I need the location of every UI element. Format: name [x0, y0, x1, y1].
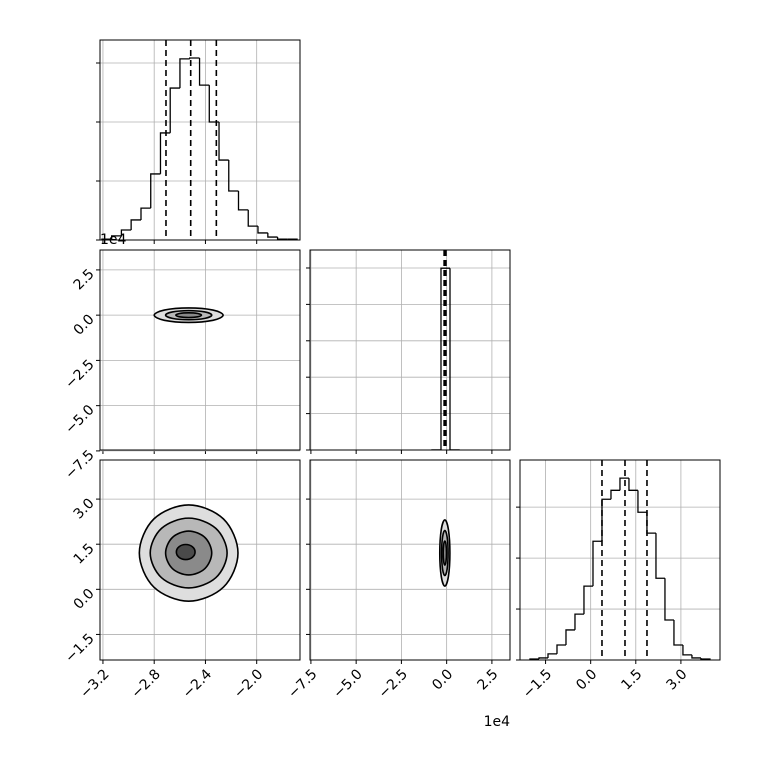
histogram-bin [592, 540, 602, 587]
histogram-bin [637, 490, 647, 513]
histogram-bin [150, 173, 161, 209]
histogram-bin [700, 657, 711, 660]
panel [96, 39, 301, 244]
plot-area [138, 504, 239, 602]
contour [175, 543, 196, 561]
plot-area [529, 460, 711, 660]
contour [442, 540, 448, 566]
histogram-bin [628, 478, 638, 491]
histogram-bin [111, 235, 122, 240]
panel [306, 249, 511, 454]
histogram-bin [538, 657, 548, 659]
plot-area [101, 40, 298, 240]
histogram-bin [159, 132, 171, 174]
histogram-bin [218, 122, 229, 161]
histogram-bin [565, 629, 575, 645]
histogram-bin [682, 644, 692, 656]
histogram-bin [691, 654, 701, 659]
histogram-bin [619, 477, 629, 491]
histogram-bin [276, 237, 288, 240]
contour [175, 312, 203, 319]
axes-frame [519, 459, 721, 661]
axes-frame [99, 249, 301, 451]
histogram-bin [655, 533, 665, 579]
histogram-bin [247, 209, 258, 227]
axes-frame [309, 459, 511, 661]
axes-frame [99, 39, 301, 241]
axes-frame [309, 249, 511, 451]
plot-area [153, 307, 224, 324]
x-offset-label: 1e4 [484, 714, 511, 730]
histogram-bin [257, 226, 268, 234]
histogram-bin [583, 585, 593, 615]
histogram-bin [610, 489, 620, 500]
histogram-bin [237, 191, 249, 211]
histogram-bin [198, 57, 210, 86]
plot-area [438, 519, 451, 587]
y-offset-label: 1e4 [100, 232, 127, 248]
histogram-bin [228, 160, 239, 192]
histogram-bin [120, 229, 132, 236]
histogram-bin [179, 58, 190, 89]
histogram-bin [664, 578, 674, 621]
histogram-bin [189, 57, 200, 59]
histogram-bin [556, 644, 566, 654]
histogram-bin [440, 267, 450, 450]
histogram-bin [547, 653, 557, 658]
histogram-bin [140, 207, 151, 220]
histogram-bin [673, 620, 683, 646]
axes-frame [99, 459, 301, 661]
histogram-bin [169, 87, 180, 133]
histogram-bin [574, 613, 584, 630]
histogram-bin [267, 232, 278, 238]
histogram-bin [130, 219, 141, 230]
histogram-bin [601, 498, 611, 542]
